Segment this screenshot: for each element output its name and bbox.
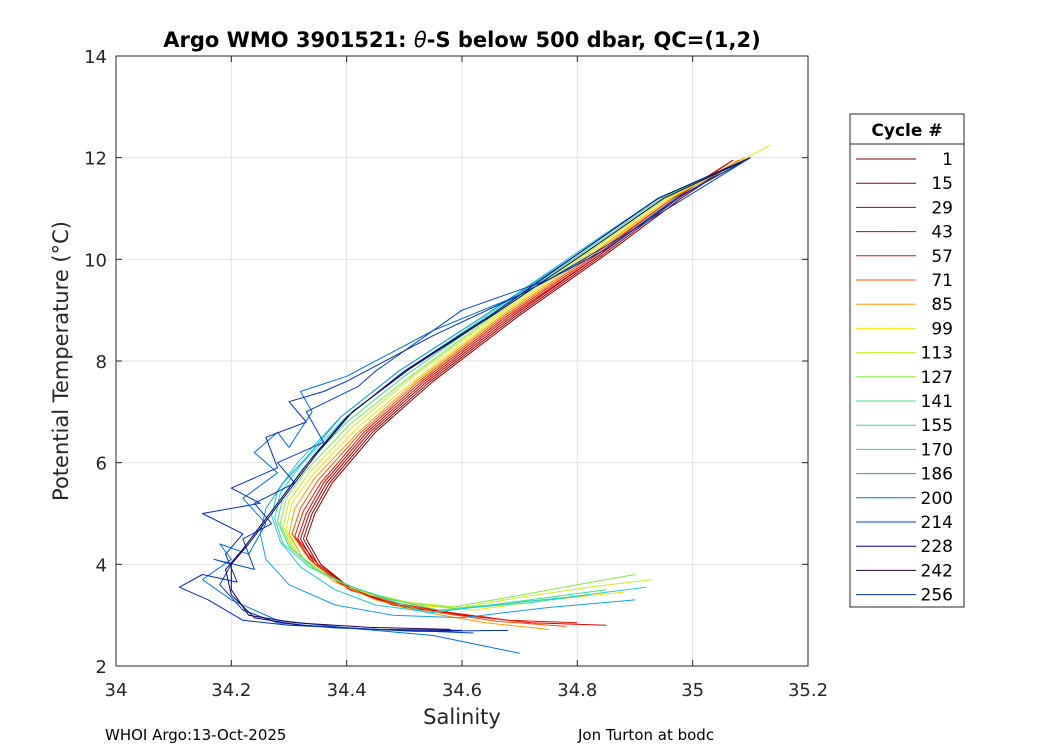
series-line-cycle-242 (230, 157, 751, 630)
x-tick-label: 34 (105, 680, 128, 701)
chart-title: Argo WMO 3901521: θ-S below 500 dbar, QC… (163, 28, 760, 52)
legend: Cycle # 1 15 29 43 57 71 85 99 113 127 141 155 170 18… (849, 113, 965, 608)
legend-entry-label: 186 (921, 465, 953, 485)
series-line-cycle-200 (202, 157, 751, 654)
x-tick-label: 34.2 (211, 680, 251, 701)
legend-entry-label: 57 (931, 247, 953, 267)
legend-entry-label: 228 (921, 537, 953, 557)
y-tick-label: 8 (96, 352, 107, 373)
legend-entry-label: 15 (931, 174, 953, 194)
y-tick-label: 4 (96, 555, 107, 576)
legend-entry-label: 242 (921, 561, 953, 581)
y-tick-label: 14 (84, 47, 107, 68)
x-tick-label: 35.2 (788, 680, 828, 701)
legend-entry-label: 127 (921, 368, 953, 388)
footer-left: WHOI Argo:13-Oct-2025 (105, 726, 287, 744)
series-line-cycle-113 (282, 157, 751, 608)
series-line-cycle-71 (291, 159, 740, 627)
y-tick-label: 12 (84, 149, 107, 170)
series-line-cycle-256 (178, 157, 751, 632)
legend-entry-label: 1 (942, 150, 953, 170)
y-tick-label: 2 (96, 657, 107, 678)
legend-entry-label: 200 (921, 489, 953, 509)
legend-title: Cycle # (871, 121, 942, 141)
x-tick-label: 34.4 (327, 680, 367, 701)
series-line-cycle-186 (259, 157, 751, 619)
legend-entry-label: 214 (921, 513, 953, 533)
x-tick-label: 34.8 (557, 680, 597, 701)
x-tick-label: 35 (681, 680, 704, 701)
series-group (178, 144, 771, 654)
legend-entry-label: 43 (931, 223, 953, 243)
legend-entry-label: 155 (921, 416, 953, 436)
legend-entry-label: 29 (931, 198, 953, 218)
series-line-cycle-85 (288, 157, 745, 630)
x-tick-label: 34.6 (442, 680, 482, 701)
y-axis-label: Potential Temperature (°C) (49, 221, 73, 501)
legend-entry-label: 170 (921, 440, 953, 460)
legend-entry-label: 141 (921, 392, 953, 412)
series-line-cycle-214 (213, 157, 751, 634)
legend-entry-label: 99 (931, 319, 953, 339)
footer-right: Jon Turton at bodc (578, 726, 715, 744)
x-axis-label: Salinity (423, 705, 501, 729)
series-line-cycle-170 (271, 157, 751, 614)
y-tick-label: 6 (96, 454, 107, 475)
legend-entry-label: 113 (921, 344, 953, 364)
series-line-cycle-99 (285, 144, 771, 611)
legend-entry-label: 71 (931, 271, 953, 291)
series-line-cycle-228 (225, 157, 751, 631)
legend-box (849, 113, 965, 608)
legend-entry-label: 256 (921, 586, 953, 606)
tick-marks (115, 55, 809, 667)
series-line-cycle-57 (294, 159, 734, 624)
legend-entry-label: 85 (931, 295, 953, 315)
y-tick-label: 10 (84, 250, 107, 271)
